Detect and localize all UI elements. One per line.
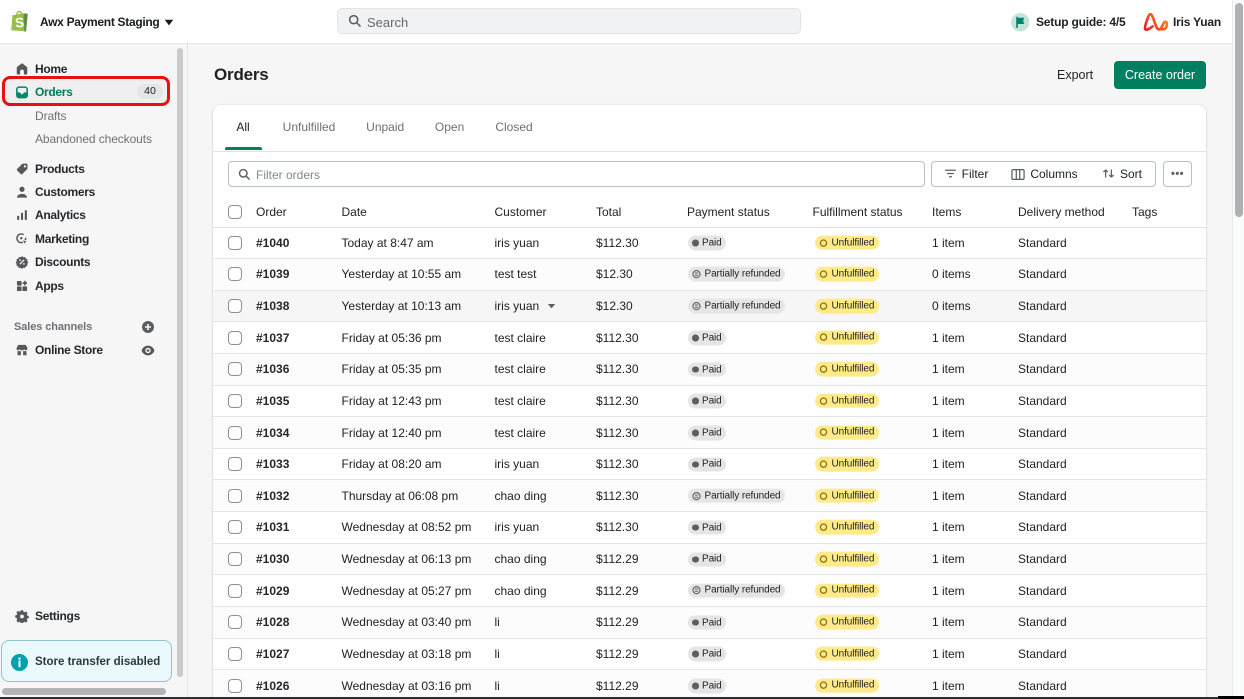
svg-text:S: S xyxy=(15,15,25,31)
